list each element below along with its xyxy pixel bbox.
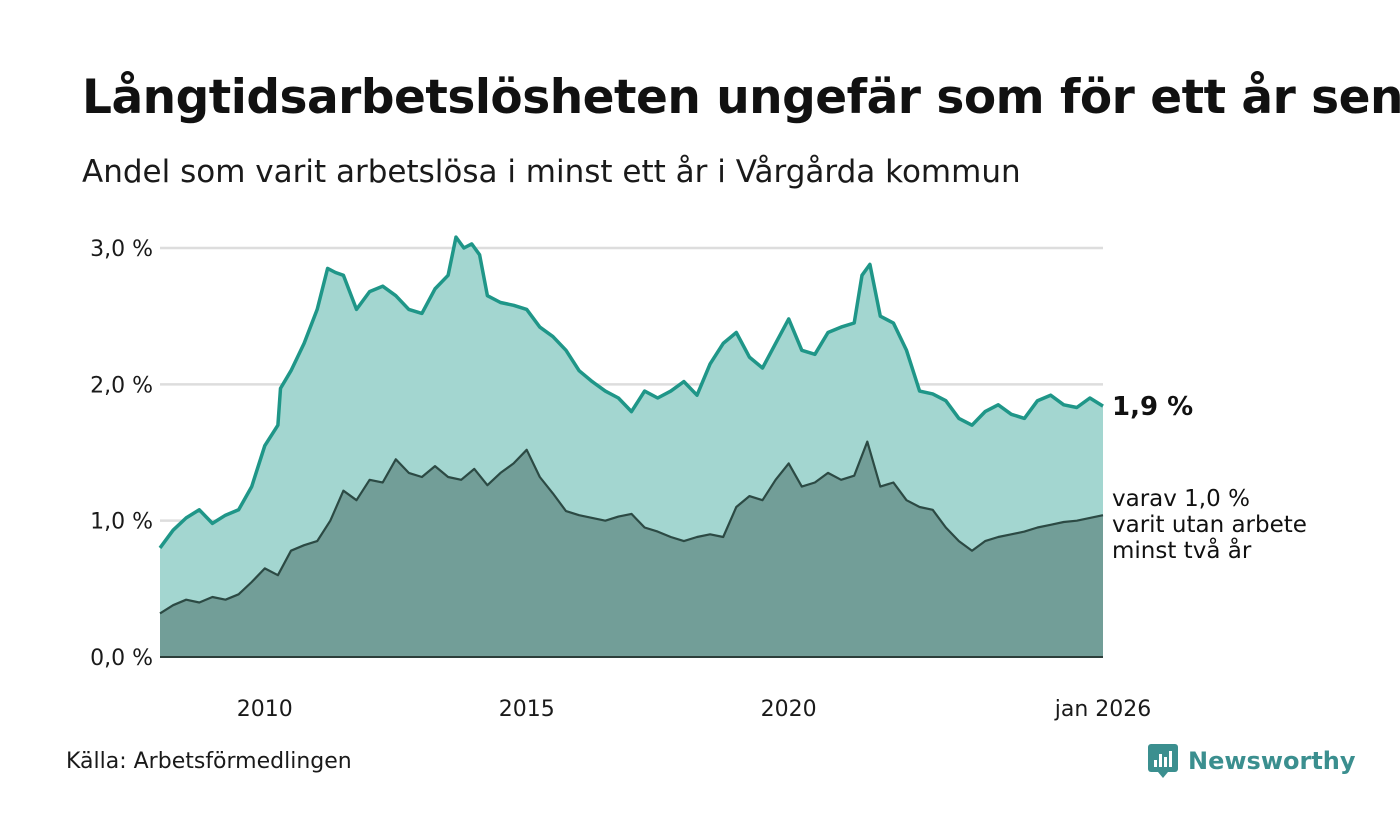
chart-subtitle: Andel som varit arbetslösa i minst ett å… [82,154,1021,190]
y-tick-label-2: 2,0 % [90,373,153,398]
series-line-total [158,235,1104,549]
brand-name: Newsworthy [1188,747,1356,775]
y-tick-label-1: 1,0 % [90,510,153,535]
areas [158,235,1104,657]
x-tick-label-3: jan 2026 [1054,697,1152,722]
y-tick-label-0: 0,0 % [90,646,153,671]
newsworthy-logo-icon [1148,744,1178,778]
y-tick-label-3: 3,0 % [90,237,153,262]
area-long [160,441,1103,657]
series-line-long [159,440,1104,615]
x-tick-label-1: 2015 [499,697,555,722]
chart-title: Långtidsarbetslösheten ungefär som för e… [82,70,1400,125]
end-label-long-line1: varav 1,0 % [1112,486,1250,512]
end-label-long-line2: varit utan arbete [1112,512,1307,538]
source-note: Källa: Arbetsförmedlingen [66,749,352,774]
brand-logo: Newsworthy [1148,744,1356,778]
end-label-total: 1,9 % [1112,392,1193,422]
axes: 0,0 % 1,0 % 2,0 % 3,0 % 2010 2015 2020 jan 2026 [90,237,1151,722]
x-tick-label-0: 2010 [237,697,293,722]
x-tick-label-2: 2020 [761,697,817,722]
end-label-long-line3: minst två år [1112,536,1252,564]
